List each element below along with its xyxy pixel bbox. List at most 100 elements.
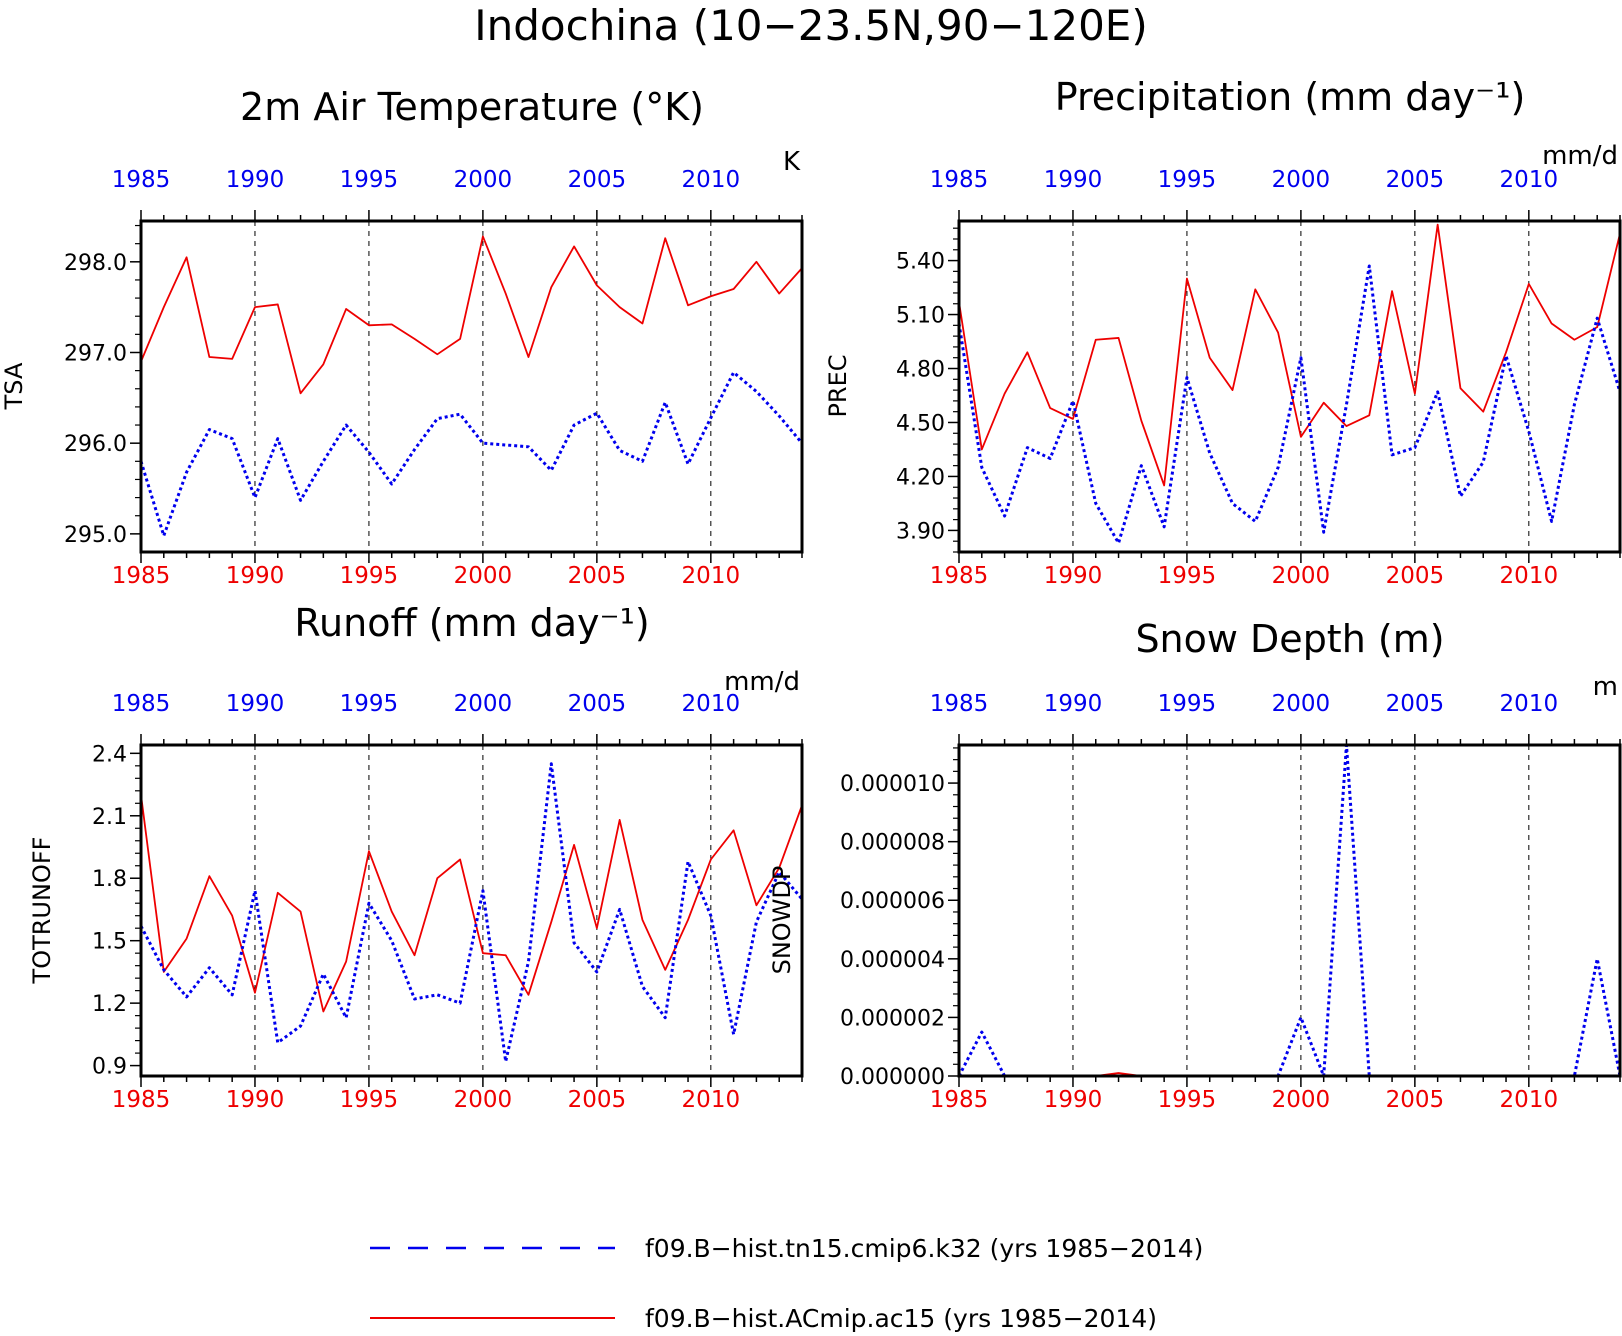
y-tick-label: 0.000008: [840, 831, 945, 856]
series-line-red: [141, 235, 802, 395]
x-tick-label-bottom: 1985: [930, 563, 989, 589]
x-tick-label-bottom: 1990: [1044, 563, 1103, 589]
y-tick-label: 0.000000: [840, 1065, 945, 1090]
y-tick-label: 0.000002: [840, 1006, 945, 1031]
series-line-red: [141, 794, 802, 1013]
y-tick-label: 296.0: [64, 432, 127, 457]
y-tick-label: 2.4: [92, 742, 127, 767]
x-tick-label-bottom: 2010: [1500, 563, 1559, 589]
plot-frame: [957, 219, 1622, 554]
y-tick-label: 2.1: [92, 805, 127, 830]
series-line-blue: [959, 745, 1620, 1076]
x-tick-label-top: 1990: [1044, 691, 1103, 717]
plot-frame: [139, 219, 804, 554]
figure-title: Indochina (10−23.5N,90−120E): [474, 1, 1147, 50]
x-tick-label-top: 2000: [454, 691, 513, 717]
panel-title: 2m Air Temperature (°K): [240, 85, 704, 129]
x-tick-label-bottom: 2010: [682, 563, 741, 589]
units-label: m: [1593, 672, 1618, 702]
x-tick-label-bottom: 1995: [340, 563, 399, 589]
x-tick-label-top: 1990: [226, 691, 285, 717]
x-tick-label-top: 1995: [340, 691, 399, 717]
x-tick-label-top: 1985: [930, 167, 989, 193]
panel-3: Snow Depth (m) m SNOWDP 1985 1985 1990 1990 199…: [768, 617, 1622, 1113]
x-tick-label-top: 2000: [1272, 691, 1331, 717]
legend: f09.B−hist.tn15.cmip6.k32 (yrs 1985−2014…: [370, 1234, 1203, 1333]
panel-title: Precipitation (mm day⁻¹): [1055, 75, 1526, 119]
y-tick-label: 297.0: [64, 341, 127, 366]
x-tick-label-top: 2005: [568, 167, 627, 193]
y-axis-label: TOTRUNOFF: [28, 837, 56, 985]
panel-2: Runoff (mm day⁻¹) mm/d TOTRUNOFF 1985 1985 19…: [28, 601, 804, 1113]
y-axis-label: TSA: [0, 362, 28, 410]
y-tick-label: 5.10: [896, 304, 945, 329]
panels: 2m Air Temperature (°K) K TSA 1985 1985 1990 1…: [0, 75, 1622, 1113]
x-tick-label-bottom: 2010: [682, 1087, 741, 1113]
y-tick-label: 0.000010: [840, 772, 945, 797]
x-tick-label-bottom: 2000: [454, 1087, 513, 1113]
y-tick-label: 4.80: [896, 358, 945, 383]
x-tick-label-bottom: 1990: [1044, 1087, 1103, 1113]
y-axis-label: SNOWDP: [768, 866, 796, 975]
y-tick-label: 4.20: [896, 465, 945, 490]
y-tick-label: 0.9: [92, 1055, 127, 1080]
panel-title: Runoff (mm day⁻¹): [294, 601, 649, 645]
y-tick-label: 5.40: [896, 250, 945, 275]
y-tick-label: 1.5: [92, 930, 127, 955]
panel-title: Snow Depth (m): [1135, 617, 1444, 661]
x-tick-label-bottom: 2000: [1272, 563, 1331, 589]
series-line-red: [959, 223, 1620, 487]
x-tick-label-top: 1995: [1158, 691, 1217, 717]
x-tick-label-top: 1985: [930, 691, 989, 717]
series-line-blue: [141, 762, 802, 1063]
x-tick-label-top: 2010: [682, 167, 741, 193]
x-tick-label-top: 2000: [1272, 167, 1331, 193]
y-tick-label: 1.2: [92, 992, 127, 1017]
legend-label-1: f09.B−hist.ACmip.ac15 (yrs 1985−2014): [645, 1304, 1157, 1333]
x-tick-label-bottom: 1990: [226, 563, 285, 589]
x-tick-label-top: 1995: [1158, 167, 1217, 193]
x-tick-label-top: 1995: [340, 167, 399, 193]
series-line-blue: [959, 264, 1620, 545]
x-tick-label-top: 2010: [1500, 167, 1559, 193]
x-tick-label-top: 2005: [1386, 167, 1445, 193]
x-tick-label-bottom: 1995: [340, 1087, 399, 1113]
x-tick-label-top: 2000: [454, 167, 513, 193]
y-tick-label: 4.50: [896, 411, 945, 436]
legend-label-0: f09.B−hist.tn15.cmip6.k32 (yrs 1985−2014…: [645, 1234, 1203, 1263]
x-tick-label-bottom: 1990: [226, 1087, 285, 1113]
x-tick-label-bottom: 2005: [1386, 563, 1445, 589]
plot-frame: [139, 743, 804, 1078]
y-tick-label: 298.0: [64, 251, 127, 276]
y-tick-label: 295.0: [64, 523, 127, 548]
x-tick-label-bottom: 1985: [112, 563, 171, 589]
y-tick-label: 1.8: [92, 867, 127, 892]
units-label: mm/d: [1542, 141, 1618, 171]
panel-0: 2m Air Temperature (°K) K TSA 1985 1985 1990 1…: [0, 85, 804, 589]
x-tick-label-bottom: 2000: [1272, 1087, 1331, 1113]
y-axis-label: PREC: [824, 354, 852, 417]
x-tick-label-top: 1985: [112, 167, 171, 193]
units-label: mm/d: [724, 667, 800, 697]
x-tick-label-bottom: 2000: [454, 563, 513, 589]
panel-1: Precipitation (mm day⁻¹) mm/d PREC 1985 1985…: [824, 75, 1622, 589]
x-tick-label-bottom: 1985: [112, 1087, 171, 1113]
series-line-blue: [141, 370, 802, 538]
x-tick-label-bottom: 1995: [1158, 1087, 1217, 1113]
y-tick-label: 3.90: [896, 519, 945, 544]
y-tick-label: 0.000004: [840, 948, 945, 973]
x-tick-label-top: 2005: [568, 691, 627, 717]
x-tick-label-top: 2010: [1500, 691, 1559, 717]
x-tick-label-bottom: 2005: [1386, 1087, 1445, 1113]
plot-frame: [957, 743, 1622, 1078]
x-tick-label-top: 1990: [1044, 167, 1103, 193]
y-tick-label: 0.000006: [840, 889, 945, 914]
x-tick-label-bottom: 1995: [1158, 563, 1217, 589]
x-tick-label-bottom: 2005: [568, 563, 627, 589]
x-tick-label-bottom: 2010: [1500, 1087, 1559, 1113]
units-label: K: [783, 147, 801, 177]
x-tick-label-bottom: 2005: [568, 1087, 627, 1113]
x-tick-label-top: 1985: [112, 691, 171, 717]
x-tick-label-top: 2005: [1386, 691, 1445, 717]
